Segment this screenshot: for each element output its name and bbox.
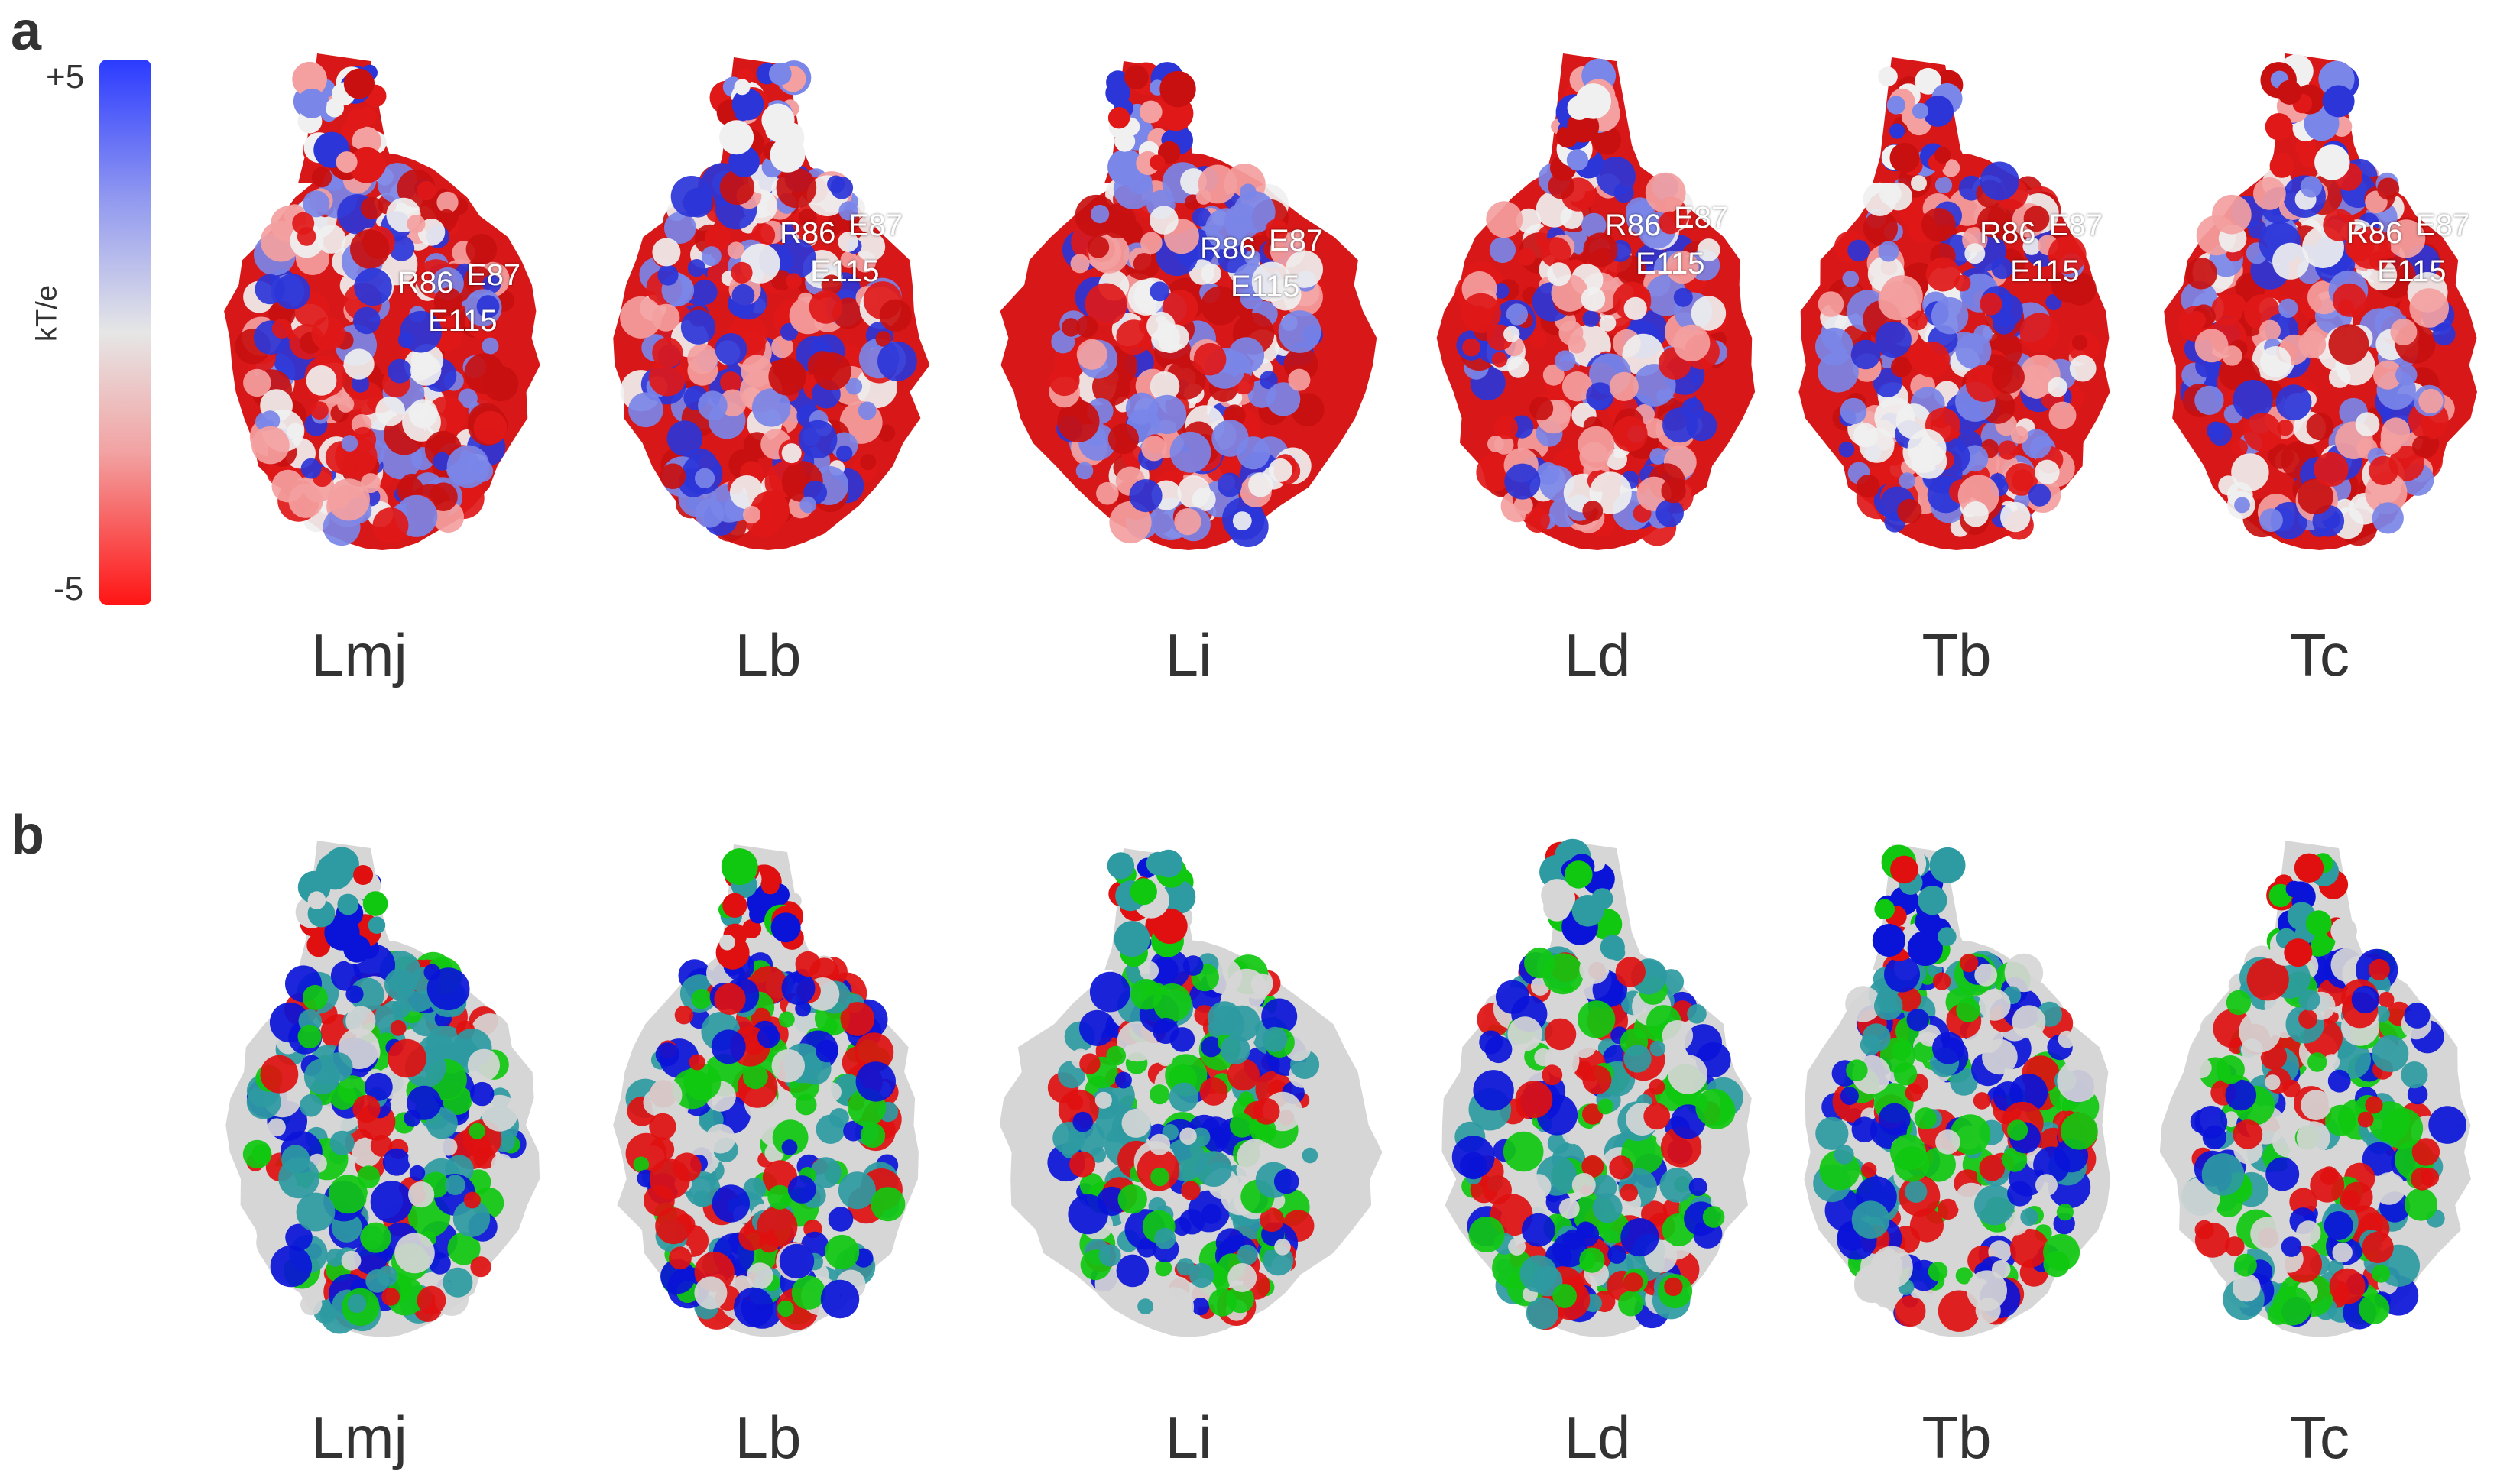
residue-label-r86-tb: R86 [1980, 216, 2036, 250]
residue-label-r86-ld: R86 [1605, 209, 1662, 242]
species-label-b-tb: Tb [1921, 1404, 1992, 1471]
protein-surface-b-lb [613, 844, 919, 1337]
protein-surface-a-tc [2164, 53, 2477, 550]
protein-surface-b-tc [2159, 841, 2471, 1337]
residue-label-e115-ld: E115 [1636, 247, 1705, 280]
protein-surface-a-lb [613, 57, 930, 550]
panel-b-letter: b [11, 805, 44, 866]
species-label-b-tc: Tc [2290, 1404, 2349, 1471]
residue-label-e115-lmj: E115 [428, 304, 498, 338]
residue-label-r86-tc: R86 [2346, 216, 2403, 250]
protein-surface-a-li [1000, 61, 1377, 550]
protein-surface-a-ld [1436, 53, 1756, 550]
residue-label-r86-lb: R86 [780, 216, 836, 250]
residue-label-e115-li: E115 [1231, 270, 1300, 303]
species-label-a-tb: Tb [1921, 621, 1992, 689]
species-label-a-tc: Tc [2290, 621, 2349, 689]
residue-label-e115-lb: E115 [810, 254, 880, 288]
protein-surface-b-li [999, 848, 1383, 1337]
species-label-a-li: Li [1165, 621, 1212, 689]
colorbar-min-label: -5 [54, 570, 84, 608]
residue-label-e87-lb: E87 [848, 209, 903, 242]
protein-surface-b-ld [1441, 838, 1752, 1337]
protein-surface-a-tb [1798, 57, 2110, 550]
species-label-a-ld: Ld [1564, 621, 1631, 689]
residue-label-e115-tc: E115 [2377, 254, 2447, 288]
residue-label-r86-li: R86 [1200, 232, 1257, 265]
species-label-b-li: Li [1165, 1404, 1212, 1471]
protein-surface-b-tb [1804, 844, 2111, 1337]
species-label-b-lmj: Lmj [311, 1404, 407, 1471]
residue-label-e87-tc: E87 [2415, 209, 2470, 242]
residue-label-r86-lmj: R86 [397, 266, 454, 300]
residue-label-e115-tb: E115 [2010, 254, 2080, 288]
residue-label-e87-lmj: E87 [466, 258, 521, 292]
residue-label-e87-tb: E87 [2048, 209, 2103, 242]
colorbar-max-label: +5 [46, 58, 85, 96]
protein-surface-a-lmj [224, 53, 540, 550]
species-label-b-lb: Lb [735, 1404, 802, 1471]
residue-label-e87-ld: E87 [1674, 201, 1729, 235]
panel-a-letter: a [11, 1, 42, 62]
protein-surface-b-lmj [225, 841, 540, 1337]
species-label-a-lb: Lb [735, 621, 802, 689]
residue-label-e87-li: E87 [1269, 224, 1324, 258]
electrostatic-colorbar [99, 60, 151, 605]
species-label-b-ld: Ld [1564, 1404, 1631, 1471]
species-label-a-lmj: Lmj [311, 621, 407, 689]
